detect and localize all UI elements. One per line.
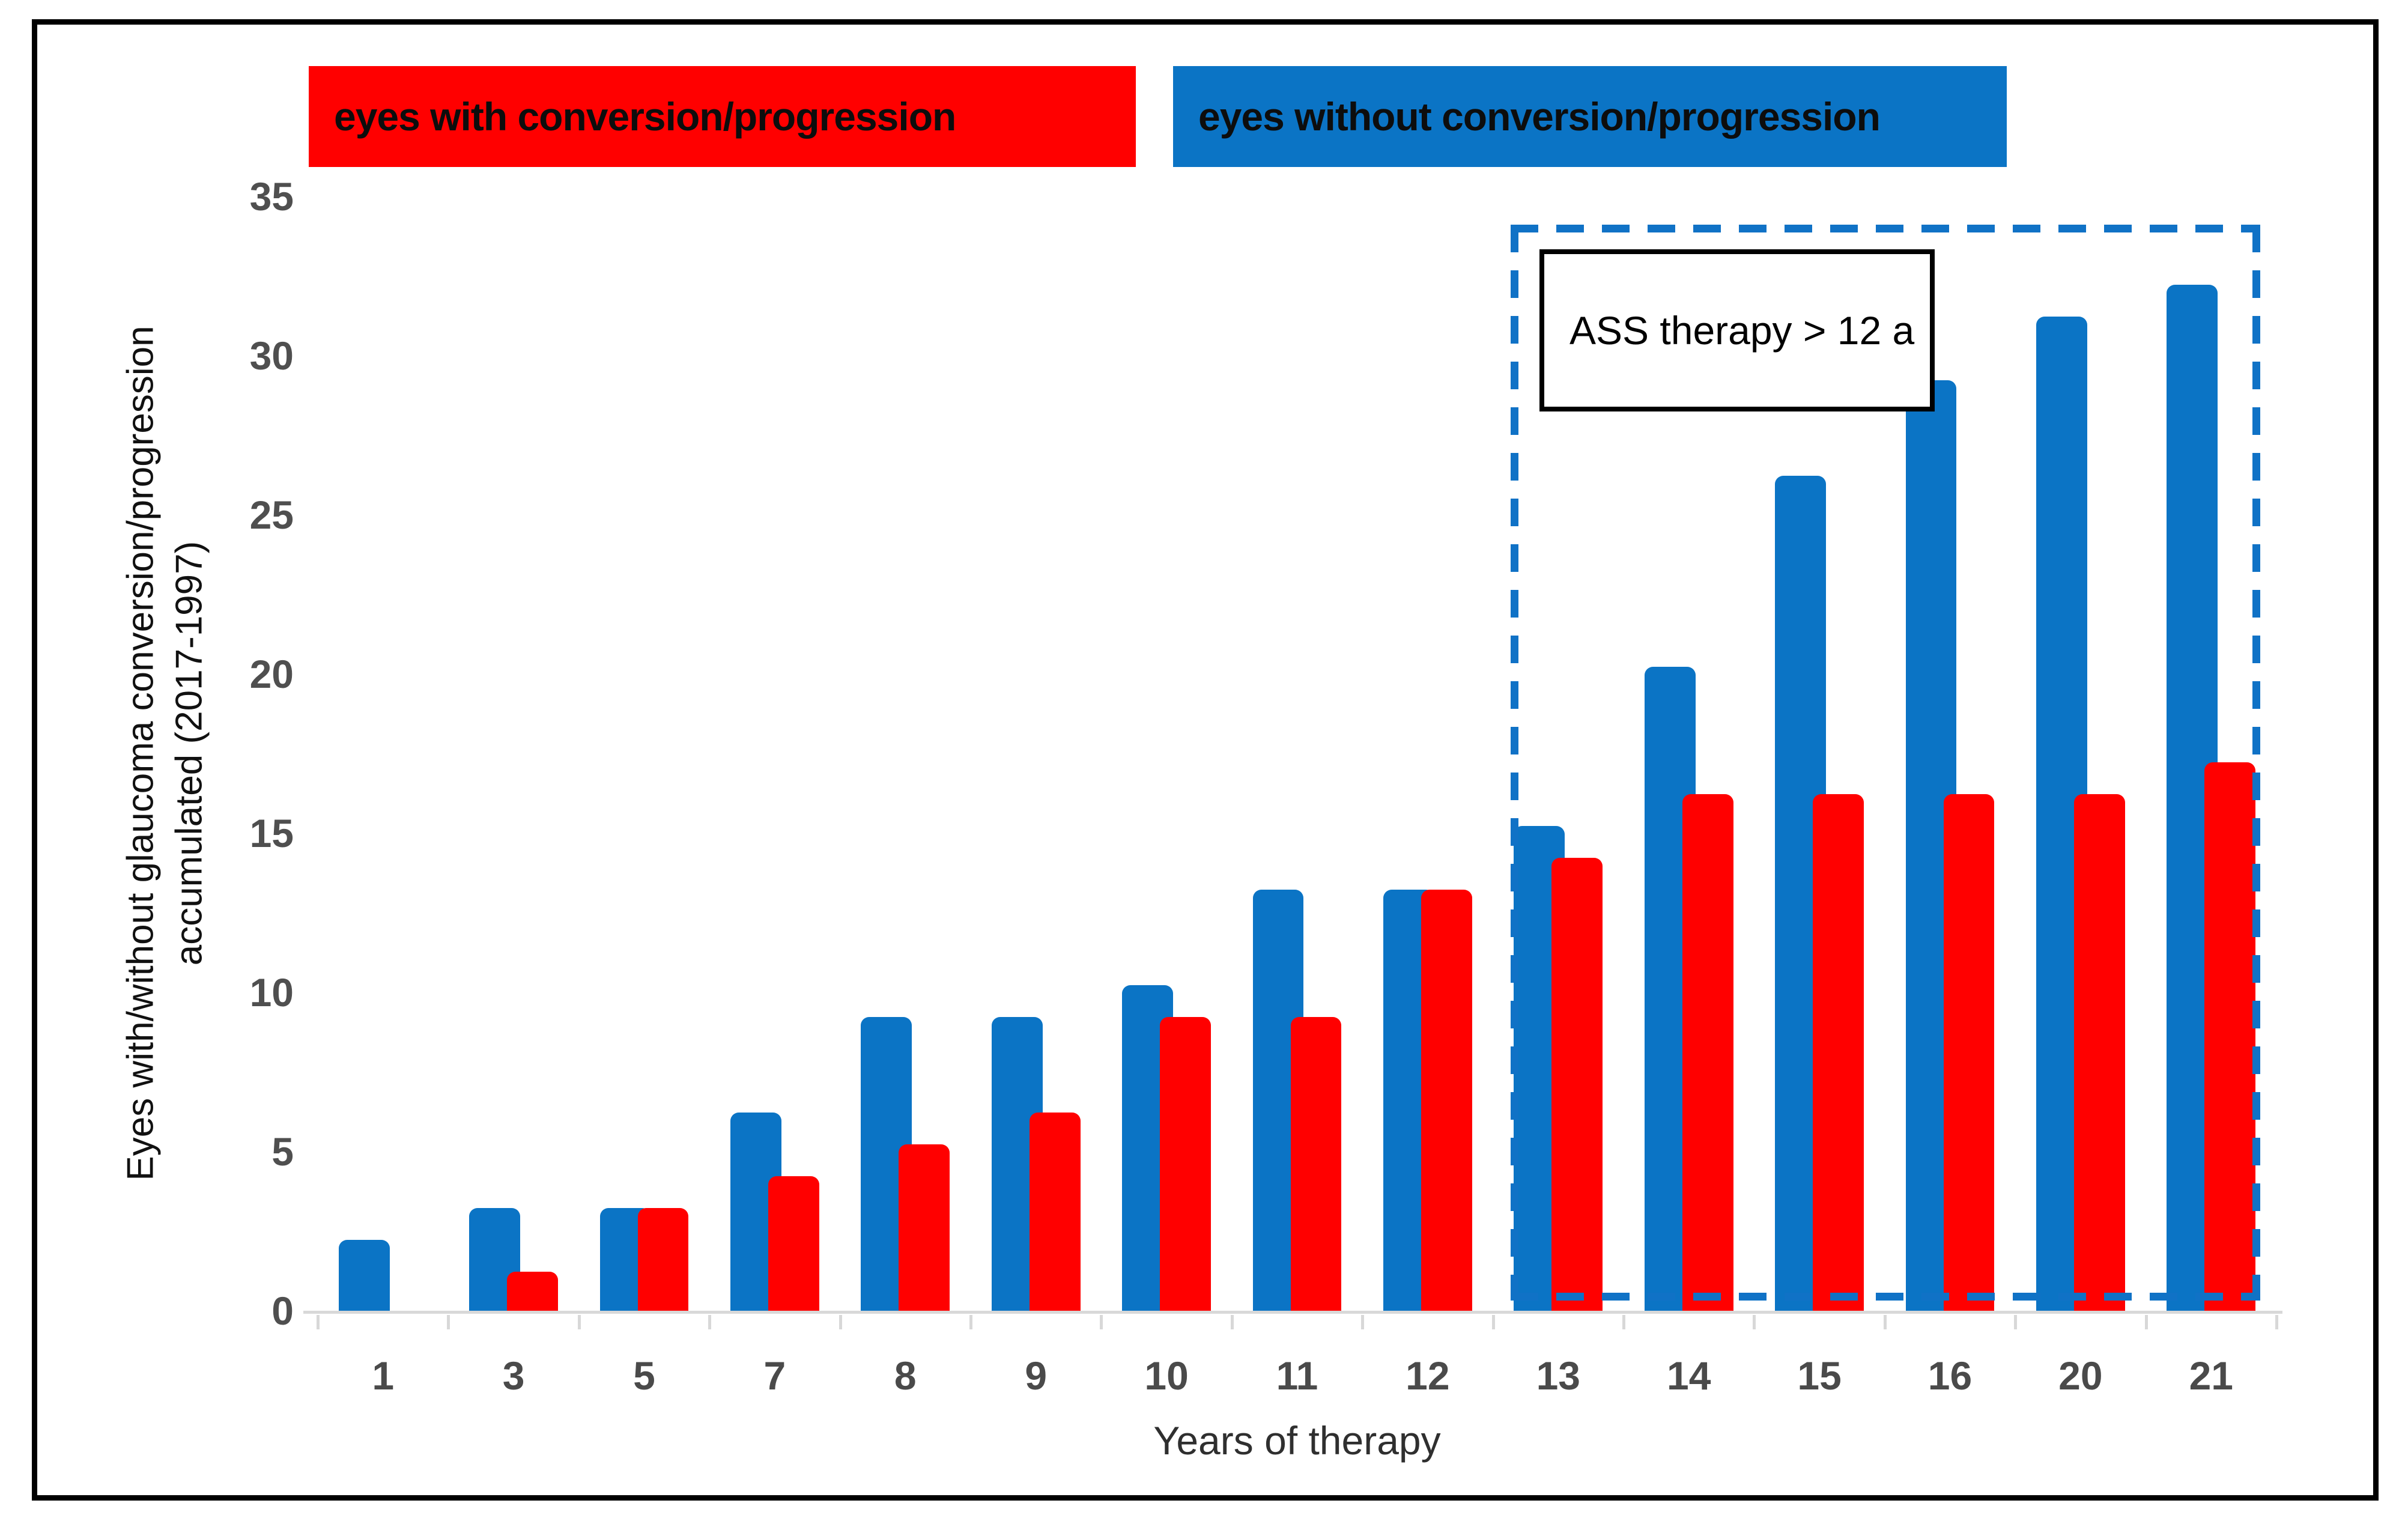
category-cell-16: [1885, 196, 2015, 1311]
category-cell-14: [1624, 196, 1754, 1311]
y-tick-label: 10: [249, 970, 294, 1015]
x-tick-label-3: 3: [502, 1353, 525, 1398]
bar-with-9: [1029, 1113, 1081, 1311]
x-axis-tick: [447, 1315, 450, 1329]
annotation-box: ASS therapy > 12 a: [1539, 249, 1935, 411]
x-axis-tick: [2275, 1315, 2278, 1329]
legend-with-conversion: eyes with conversion/progression: [309, 66, 1136, 167]
x-tick-label-10: 10: [1144, 1353, 1189, 1398]
bar-without-1: [338, 1240, 390, 1311]
x-tick-label-11: 11: [1276, 1353, 1318, 1398]
x-axis-tick: [969, 1315, 972, 1329]
x-axis-tick: [1230, 1315, 1234, 1329]
x-tick-label-9: 9: [1025, 1353, 1048, 1398]
category-cell-5: [579, 196, 709, 1311]
x-axis-tick: [2144, 1315, 2148, 1329]
bar-with-15: [1813, 794, 1864, 1311]
category-cell-20: [2015, 196, 2146, 1311]
y-tick-label: 5: [271, 1129, 294, 1174]
category-cell-8: [840, 196, 971, 1311]
bar-with-21: [2204, 762, 2256, 1311]
x-axis-tick: [839, 1315, 842, 1329]
bar-with-8: [899, 1144, 950, 1311]
legend-without-label: eyes without conversion/progression: [1198, 94, 1881, 139]
y-axis-title-line2: accumulated (2017-1997): [168, 541, 210, 966]
y-tick-label: 20: [249, 652, 294, 696]
plot-area: 35 30 25 20 15 10 5 0: [250, 174, 2282, 1333]
bar-with-7: [768, 1176, 819, 1311]
bar-with-16: [1943, 794, 1995, 1311]
x-tick-label-12: 12: [1406, 1353, 1450, 1398]
category-cell-21: [2146, 196, 2276, 1311]
y-axis-title-line1: Eyes with/without glaucoma conversion/pr…: [120, 326, 162, 1181]
bar-with-14: [1682, 794, 1733, 1311]
y-tick-label: 25: [249, 493, 294, 537]
category-cell-7: [709, 196, 840, 1311]
bar-with-13: [1551, 858, 1603, 1311]
x-axis-tick: [1361, 1315, 1365, 1329]
x-axis-tick: [708, 1315, 712, 1329]
x-tick-label-14: 14: [1666, 1353, 1711, 1398]
x-axis-tick: [1491, 1315, 1495, 1329]
annotation-label: ASS therapy > 12 a: [1569, 308, 1915, 353]
x-axis-title: Years of therapy: [1153, 1418, 1441, 1463]
y-tick-label: 30: [249, 333, 294, 378]
x-axis-tick: [2014, 1315, 2018, 1329]
x-tick-label-7: 7: [763, 1353, 786, 1398]
category-cell-12: [1362, 196, 1493, 1311]
y-tick-label: 0: [271, 1289, 294, 1333]
bar-with-3: [507, 1272, 558, 1311]
bar-with-11: [1290, 1017, 1342, 1311]
bar-with-10: [1160, 1017, 1211, 1311]
x-axis-tick: [1883, 1315, 1887, 1329]
x-tick-label-21: 21: [2189, 1353, 2233, 1398]
x-tick-label-1: 1: [372, 1353, 395, 1398]
bar-with-20: [2074, 794, 2125, 1311]
y-tick-label: 35: [249, 174, 294, 219]
category-cell-1: [318, 196, 448, 1311]
x-tick-label-8: 8: [894, 1353, 917, 1398]
x-axis-tick: [1753, 1315, 1756, 1329]
x-axis-tick: [577, 1315, 581, 1329]
y-tick-label: 15: [249, 811, 294, 855]
x-tick-label-15: 15: [1797, 1353, 1842, 1398]
category-cell-9: [971, 196, 1101, 1311]
bar-with-5: [637, 1208, 689, 1311]
category-cell-13: [1493, 196, 1624, 1311]
category-cell-11: [1232, 196, 1362, 1311]
x-axis-line: [303, 1311, 2282, 1314]
x-axis-tick: [1100, 1315, 1103, 1329]
bar-with-12: [1421, 890, 1472, 1311]
legend-with-label: eyes with conversion/progression: [334, 94, 956, 139]
x-axis-tick: [1622, 1315, 1625, 1329]
category-cell-10: [1101, 196, 1231, 1311]
y-axis-title: Eyes with/without glaucoma conversion/pr…: [117, 326, 213, 1180]
x-tick-label-16: 16: [1927, 1353, 1973, 1398]
x-tick-label-13: 13: [1536, 1353, 1580, 1398]
x-tick-label-5: 5: [633, 1353, 655, 1398]
category-cell-15: [1754, 196, 1884, 1311]
x-tick-label-20: 20: [2058, 1353, 2103, 1398]
category-cell-3: [448, 196, 578, 1311]
x-axis-tick: [317, 1315, 320, 1329]
legend-without-conversion: eyes without conversion/progression: [1173, 66, 2007, 167]
